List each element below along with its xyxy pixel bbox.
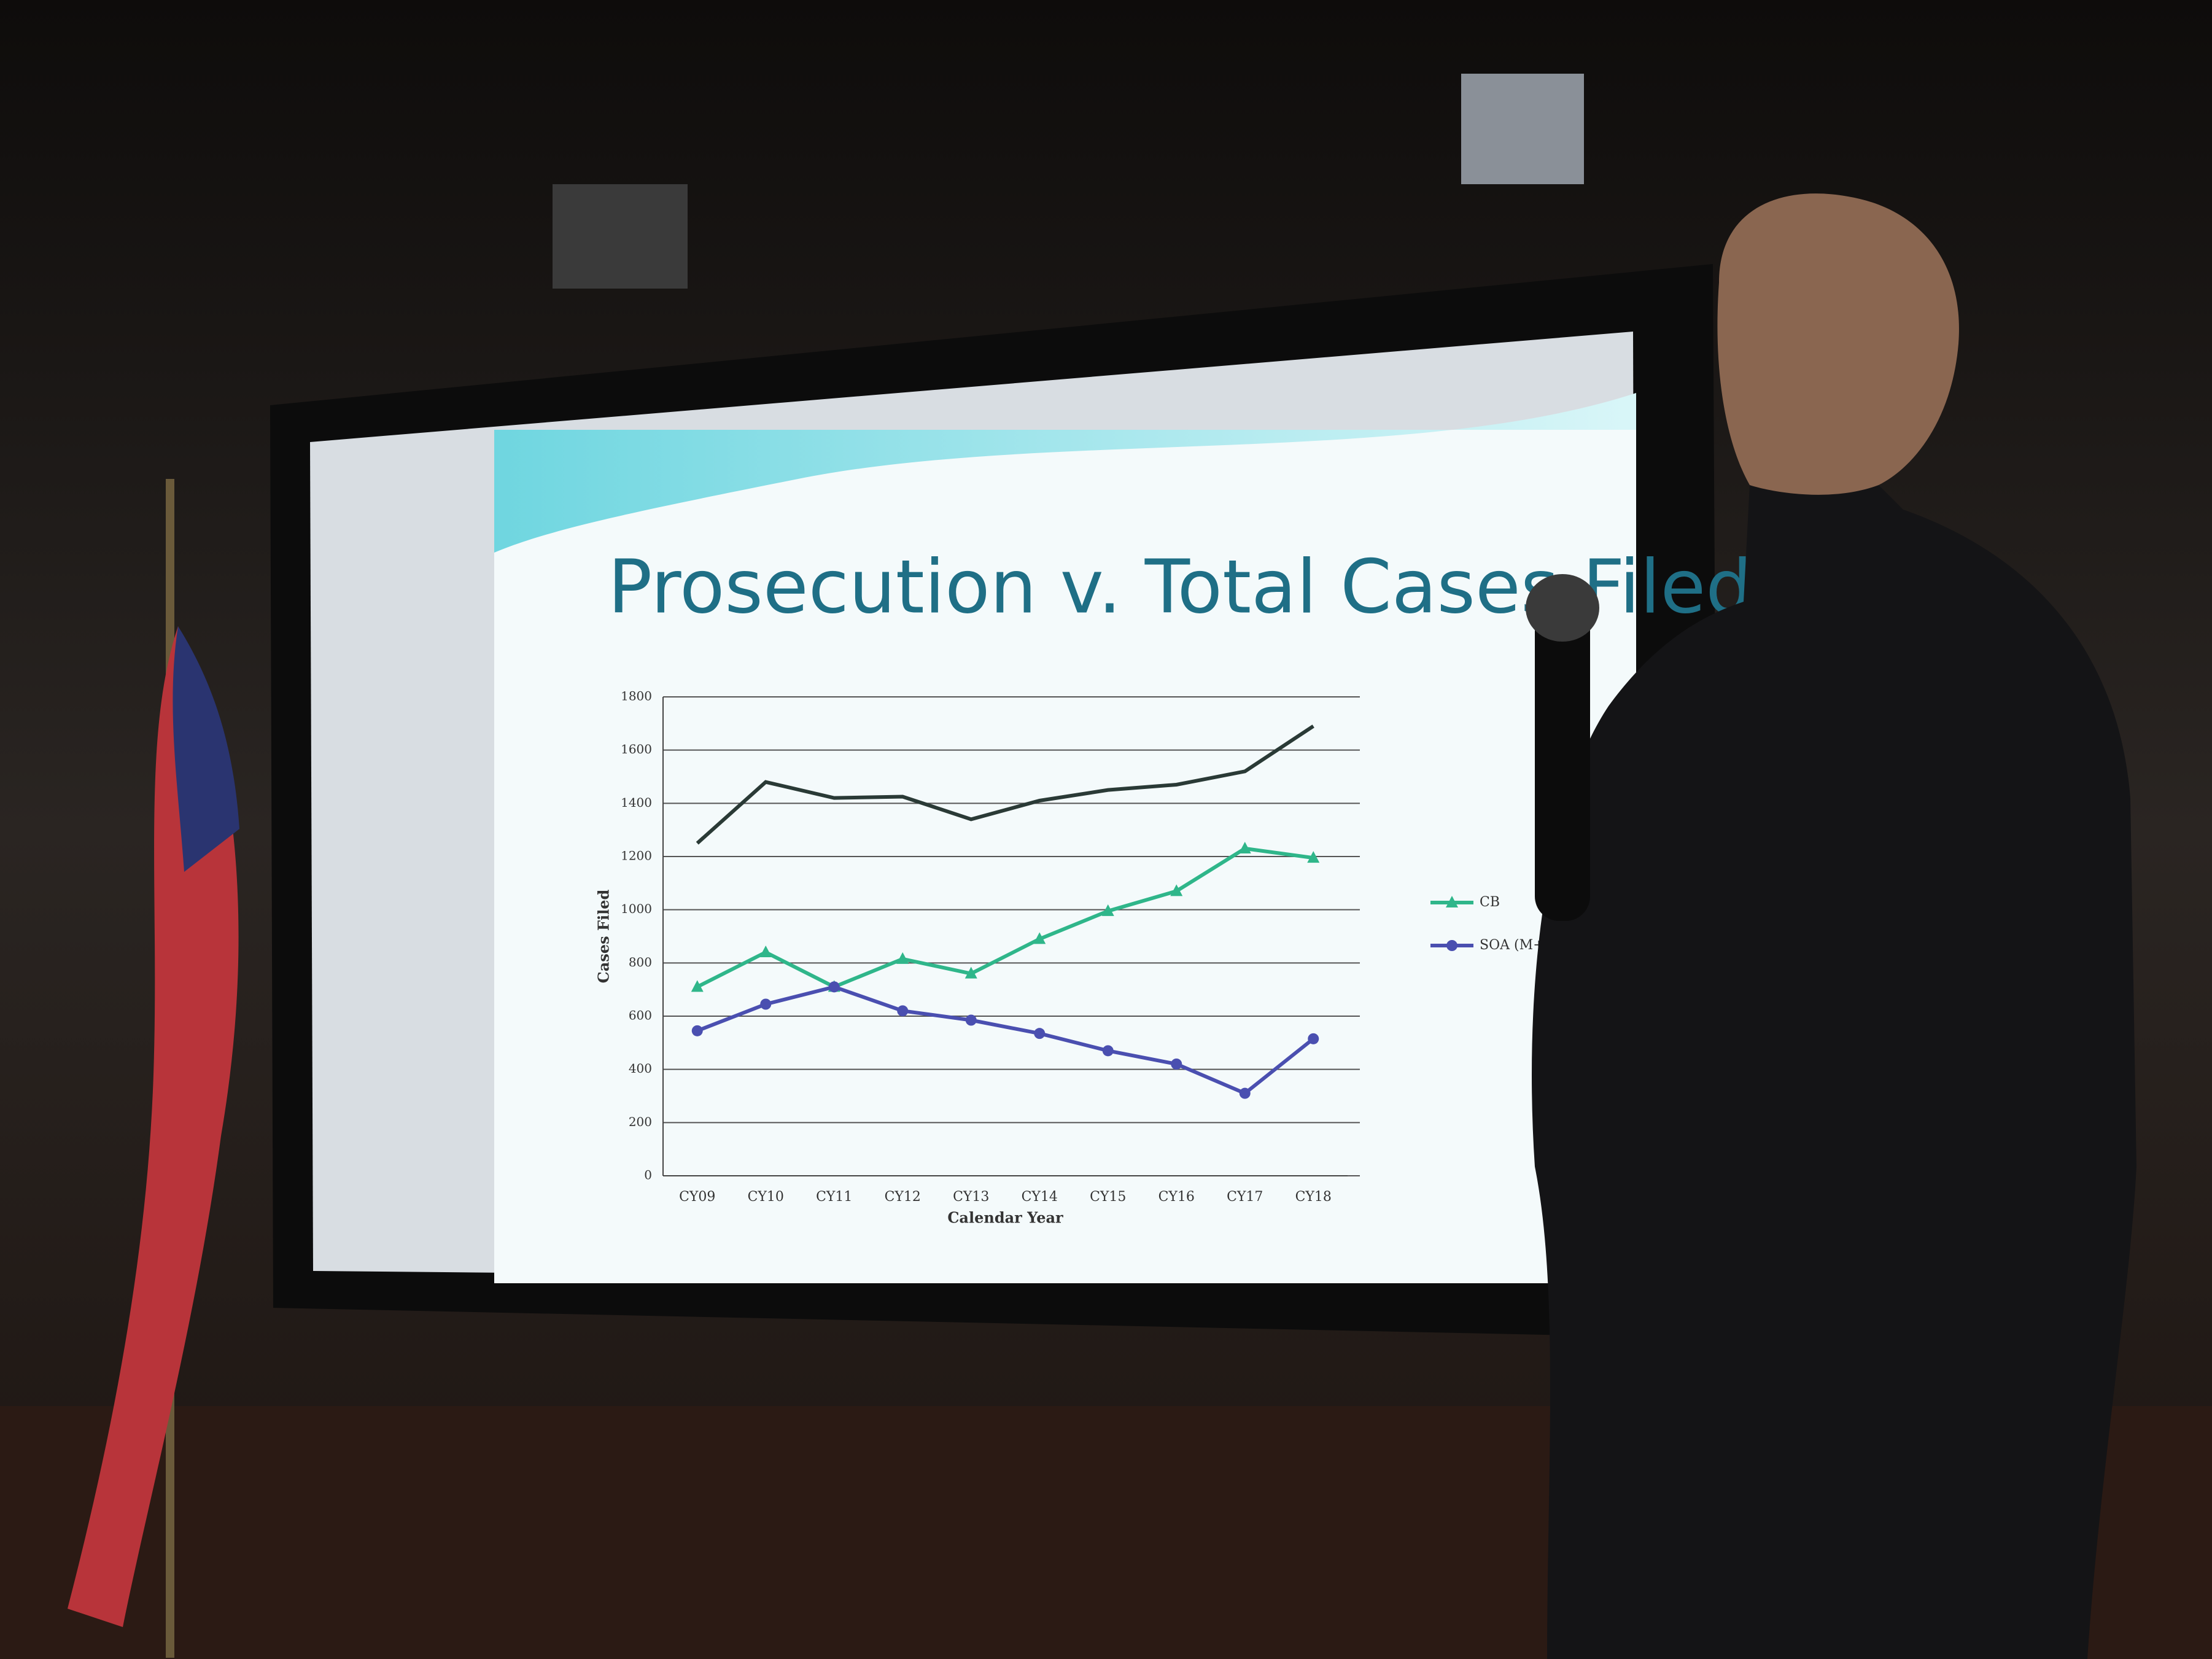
slide-wave xyxy=(494,393,1636,553)
x-tick-label: CY16 xyxy=(1158,1189,1195,1205)
y-axis-label: Cases Filed xyxy=(595,889,613,983)
x-tick-label: CY09 xyxy=(679,1189,715,1205)
x-tick-label: CY13 xyxy=(953,1189,989,1205)
series-line xyxy=(696,725,1314,845)
y-tick-label: 1800 xyxy=(621,689,652,704)
y-tick-label: 1000 xyxy=(621,901,652,916)
marker xyxy=(896,952,909,964)
presenter-face xyxy=(1717,193,1959,495)
microphone xyxy=(1535,589,1590,921)
y-tick-label: 0 xyxy=(644,1168,652,1183)
marker xyxy=(1239,1087,1251,1099)
marker xyxy=(1446,940,1457,951)
marker xyxy=(1238,842,1251,853)
y-tick-label: 800 xyxy=(629,955,652,969)
legend-label: CB xyxy=(1480,895,1500,910)
y-tick-label: 1600 xyxy=(621,742,652,756)
x-tick-label: CY11 xyxy=(816,1189,852,1205)
y-tick-label: 400 xyxy=(629,1061,652,1076)
x-tick-label: CY18 xyxy=(1295,1189,1332,1205)
x-axis-label: Calendar Year xyxy=(947,1209,1063,1227)
series-line xyxy=(696,985,1315,1096)
x-tick-label: CY15 xyxy=(1090,1189,1126,1205)
marker xyxy=(1033,932,1046,944)
series-line xyxy=(696,846,1314,989)
marker xyxy=(1307,851,1320,863)
marker xyxy=(1101,904,1114,916)
y-tick-label: 600 xyxy=(629,1008,652,1023)
presenter xyxy=(1532,193,2136,1659)
y-tick-label: 200 xyxy=(629,1114,652,1129)
stage-light xyxy=(1461,74,1584,184)
marker xyxy=(897,1005,909,1017)
stage-light xyxy=(553,184,688,289)
marker xyxy=(1102,1045,1114,1057)
marker xyxy=(1171,1059,1182,1070)
flag xyxy=(68,479,239,1658)
x-tick-label: CY10 xyxy=(748,1189,784,1205)
marker xyxy=(964,966,977,979)
marker xyxy=(691,1025,703,1036)
marker xyxy=(965,1014,977,1026)
marker xyxy=(828,981,840,993)
x-tick-label: CY17 xyxy=(1227,1189,1263,1205)
marker xyxy=(1170,884,1183,896)
marker xyxy=(1034,1028,1046,1039)
marker xyxy=(691,980,704,992)
x-tick-label: CY12 xyxy=(885,1189,921,1205)
y-tick-label: 1200 xyxy=(621,849,652,863)
marker xyxy=(760,998,772,1010)
y-tick-label: 1400 xyxy=(621,795,652,810)
marker xyxy=(1308,1033,1319,1044)
x-tick-label: CY14 xyxy=(1022,1189,1058,1205)
microphone-head xyxy=(1526,574,1599,642)
marker xyxy=(1446,896,1458,907)
marker xyxy=(759,946,772,957)
